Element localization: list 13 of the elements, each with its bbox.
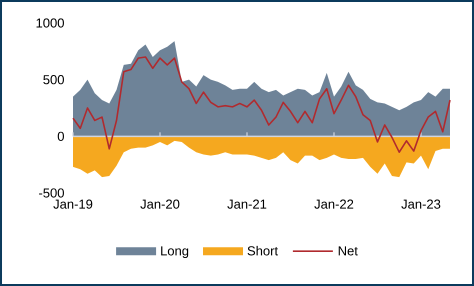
- x-tick-label: Jan-22: [314, 200, 354, 209]
- x-tick-label: Jan-20: [140, 200, 180, 209]
- line-series: [72, 56, 451, 153]
- y-tick-label: -500: [39, 188, 64, 198]
- legend-label: Short: [248, 246, 278, 256]
- x-tick-label: Jan-23: [401, 200, 440, 209]
- x-tick-label: Jan-19: [53, 200, 92, 209]
- y-tick-label: 0: [58, 132, 64, 141]
- legend-label: Net: [338, 246, 358, 256]
- y-tick-label: 1000: [36, 18, 64, 28]
- legend-label: Long: [161, 246, 188, 258]
- y-tick-label: 500: [43, 75, 64, 84]
- x-tick-label: Jan-21: [227, 200, 266, 209]
